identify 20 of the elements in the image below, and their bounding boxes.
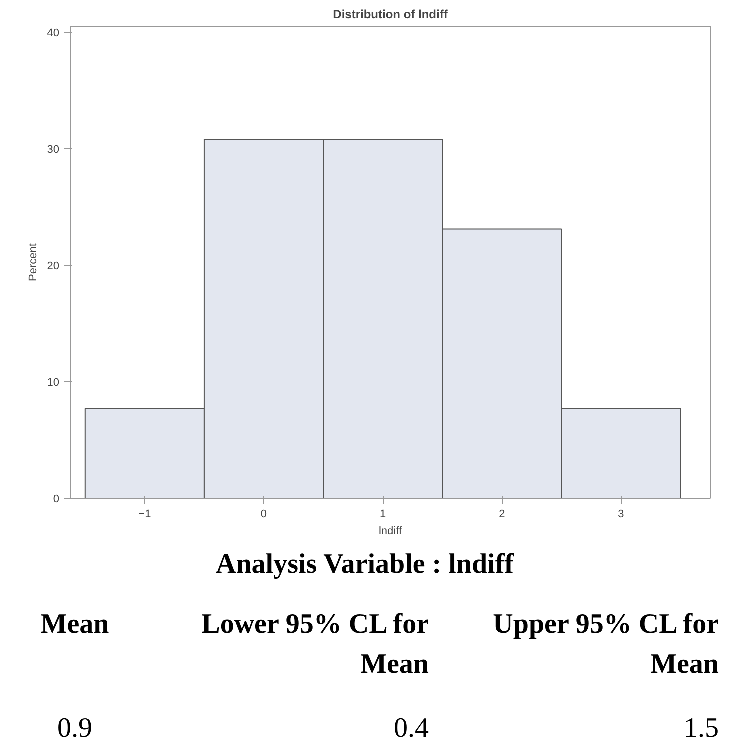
text: Lower 95% CL for Mean [200, 608, 430, 682]
y-tick-label: 40 [47, 27, 60, 40]
chart-title: Distribution of lndiff [333, 8, 449, 22]
y-tick-label: 0 [53, 494, 60, 506]
x-tick-label: −1 [138, 508, 152, 520]
y-tick-label: 30 [47, 144, 60, 156]
text: Mean [40, 608, 110, 642]
text: 1.5 [683, 712, 720, 746]
text: Analysis Variable : lndiff [215, 548, 516, 582]
x-tick-label: 0 [260, 508, 268, 520]
y-tick-label: 10 [47, 376, 60, 389]
text: Upper 95% CL for Mean [492, 608, 720, 682]
y-axis-title: Percent [27, 244, 40, 282]
x-tick-label: 2 [499, 508, 506, 520]
text: 0.4 [393, 712, 430, 746]
x-tick-label: 3 [618, 508, 624, 520]
text: 0.9 [56, 712, 94, 746]
x-axis-title: lndiff [378, 526, 403, 538]
y-tick-label: 20 [47, 260, 60, 272]
x-tick-label: 1 [380, 508, 386, 520]
